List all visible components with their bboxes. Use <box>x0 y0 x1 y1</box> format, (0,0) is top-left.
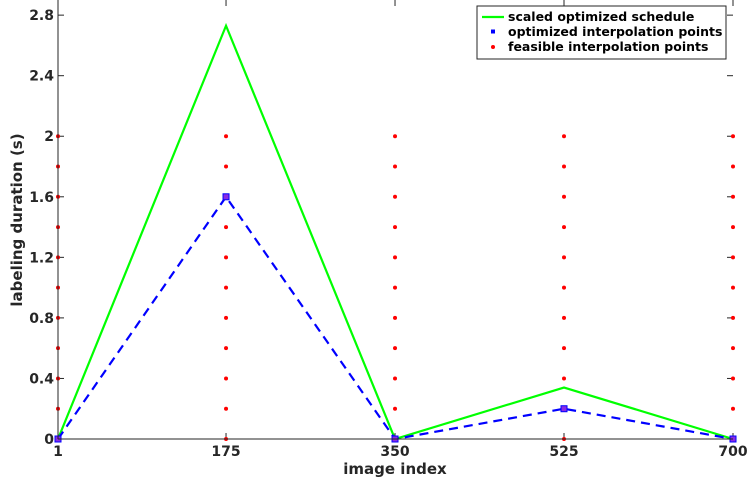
feasible-point <box>731 164 735 169</box>
feasible-point <box>731 194 735 199</box>
feasible-point <box>562 134 567 139</box>
x-tick-label: 175 <box>211 444 240 460</box>
y-tick-label: 2 <box>44 129 54 145</box>
feasible-point <box>731 134 735 139</box>
x-tick-label: 1 <box>53 444 63 460</box>
optimized-point-marker <box>560 405 568 413</box>
x-axis-label: image index <box>343 460 447 478</box>
feasible-point <box>224 164 229 169</box>
feasible-point <box>393 346 398 351</box>
feasible-point <box>562 164 567 169</box>
feasible-point <box>393 406 398 411</box>
legend-label-feasible: feasible interpolation points <box>508 39 708 54</box>
feasible-point <box>224 406 229 411</box>
y-tick-label: 0.4 <box>29 371 54 387</box>
legend-box <box>476 5 727 60</box>
y-axis-label: labeling duration (s) <box>8 133 26 306</box>
y-tick-label: 2.8 <box>29 8 54 24</box>
y-tick-label: 1.2 <box>29 250 54 266</box>
tick-labels: 1 175 350 525 700 0 0.4 0.8 1.2 1.6 2 2.4 2.8 <box>29 8 748 460</box>
x-tick-label: 525 <box>549 444 578 460</box>
feasible-point <box>731 225 735 230</box>
feasible-point <box>731 285 735 290</box>
feasible-point <box>393 225 398 230</box>
y-tick-label: 1.6 <box>29 190 54 206</box>
x-tick-label: 700 <box>718 444 747 460</box>
feasible-point <box>393 255 398 260</box>
feasible-point <box>562 315 567 320</box>
feasible-point <box>224 346 229 351</box>
legend-label-optimized: optimized interpolation points <box>508 24 722 39</box>
feasible-point <box>224 134 229 139</box>
y-tick-label: 2.4 <box>29 69 54 85</box>
feasible-point <box>731 315 735 320</box>
feasible-point <box>224 315 229 320</box>
x-tick-label: 350 <box>380 444 409 460</box>
feasible-point <box>224 255 229 260</box>
legend-label-scaled: scaled optimized schedule <box>508 9 694 24</box>
feasible-point <box>731 255 735 260</box>
feasible-point <box>562 225 567 230</box>
y-tick-label: 0 <box>44 432 54 448</box>
feasible-point <box>562 376 567 381</box>
feasible-point <box>393 194 398 199</box>
feasible-point <box>562 194 567 199</box>
feasible-point <box>393 376 398 381</box>
feasible-point <box>562 285 567 290</box>
feasible-point <box>224 285 229 290</box>
feasible-point <box>731 406 735 411</box>
feasible-point <box>393 315 398 320</box>
tick-marks <box>57 0 734 440</box>
feasible-point <box>731 376 735 381</box>
feasible-point <box>393 285 398 290</box>
legend-swatch-feasible <box>491 45 495 49</box>
optimized-point-marker <box>222 193 230 201</box>
feasible-point <box>731 346 735 351</box>
legend-swatch-optimized <box>491 29 495 34</box>
feasible-point <box>224 376 229 381</box>
y-tick-label: 0.8 <box>29 311 54 327</box>
feasible-point <box>393 164 398 169</box>
feasible-point <box>393 134 398 139</box>
legend: scaled optimized schedule optimized inte… <box>476 5 727 60</box>
feasible-point <box>562 346 567 351</box>
feasible-points-layer <box>56 134 735 441</box>
feasible-point <box>224 225 229 230</box>
feasible-point <box>562 255 567 260</box>
axes <box>57 0 733 440</box>
